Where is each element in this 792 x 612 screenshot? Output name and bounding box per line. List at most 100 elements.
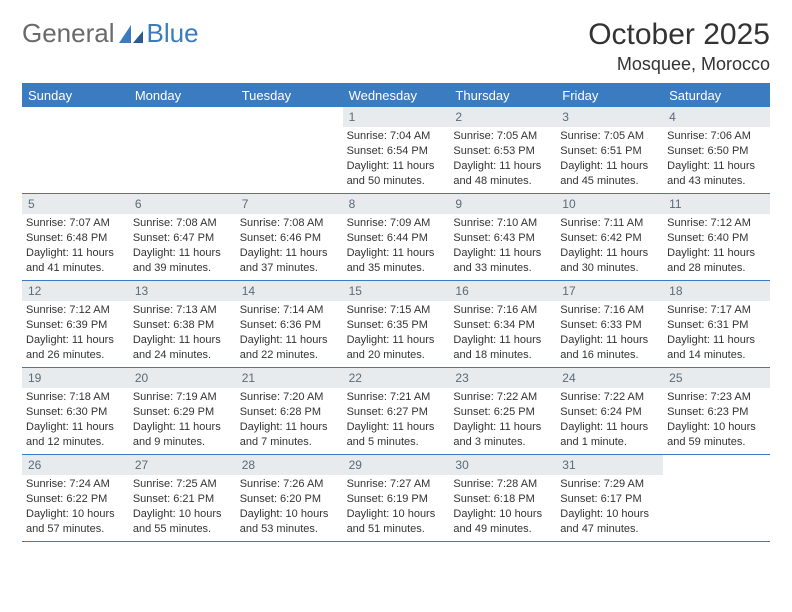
sunset-text: Sunset: 6:33 PM [560,318,659,333]
daylight-text-a: Daylight: 10 hours [347,507,446,522]
sunset-text: Sunset: 6:51 PM [560,144,659,159]
sunrise-text: Sunrise: 7:11 AM [560,216,659,231]
day-number: 20 [129,368,236,388]
sunset-text: Sunset: 6:43 PM [453,231,552,246]
sunrise-text: Sunrise: 7:24 AM [26,477,125,492]
day-cell: 17Sunrise: 7:16 AMSunset: 6:33 PMDayligh… [556,281,663,367]
day-cell: 15Sunrise: 7:15 AMSunset: 6:35 PMDayligh… [343,281,450,367]
day-body: Sunrise: 7:13 AMSunset: 6:38 PMDaylight:… [129,301,236,366]
sunset-text: Sunset: 6:34 PM [453,318,552,333]
daylight-text-b: and 3 minutes. [453,435,552,450]
sunset-text: Sunset: 6:40 PM [667,231,766,246]
daylight-text-b: and 30 minutes. [560,261,659,276]
day-cell: 21Sunrise: 7:20 AMSunset: 6:28 PMDayligh… [236,368,343,454]
day-body: Sunrise: 7:12 AMSunset: 6:40 PMDaylight:… [663,214,770,279]
daylight-text-b: and 45 minutes. [560,174,659,189]
weekday-label: Friday [556,84,663,107]
daylight-text-b: and 50 minutes. [347,174,446,189]
day-body: Sunrise: 7:21 AMSunset: 6:27 PMDaylight:… [343,388,450,453]
day-cell: 29Sunrise: 7:27 AMSunset: 6:19 PMDayligh… [343,455,450,541]
day-body: Sunrise: 7:11 AMSunset: 6:42 PMDaylight:… [556,214,663,279]
daylight-text-b: and 48 minutes. [453,174,552,189]
day-body: Sunrise: 7:16 AMSunset: 6:33 PMDaylight:… [556,301,663,366]
daylight-text-a: Daylight: 11 hours [347,159,446,174]
sunrise-text: Sunrise: 7:22 AM [453,390,552,405]
day-cell: 23Sunrise: 7:22 AMSunset: 6:25 PMDayligh… [449,368,556,454]
sunrise-text: Sunrise: 7:12 AM [26,303,125,318]
daylight-text-a: Daylight: 11 hours [26,246,125,261]
day-cell: 16Sunrise: 7:16 AMSunset: 6:34 PMDayligh… [449,281,556,367]
day-cell: 8Sunrise: 7:09 AMSunset: 6:44 PMDaylight… [343,194,450,280]
logo-sail-icon [117,23,145,45]
sunset-text: Sunset: 6:31 PM [667,318,766,333]
day-number: 14 [236,281,343,301]
daylight-text-a: Daylight: 11 hours [347,246,446,261]
day-body: Sunrise: 7:28 AMSunset: 6:18 PMDaylight:… [449,475,556,540]
day-cell: 9Sunrise: 7:10 AMSunset: 6:43 PMDaylight… [449,194,556,280]
day-cell [236,107,343,193]
day-cell: 10Sunrise: 7:11 AMSunset: 6:42 PMDayligh… [556,194,663,280]
day-cell: 26Sunrise: 7:24 AMSunset: 6:22 PMDayligh… [22,455,129,541]
sunset-text: Sunset: 6:47 PM [133,231,232,246]
sunrise-text: Sunrise: 7:27 AM [347,477,446,492]
sunset-text: Sunset: 6:53 PM [453,144,552,159]
sunrise-text: Sunrise: 7:13 AM [133,303,232,318]
daylight-text-b: and 49 minutes. [453,522,552,537]
day-body: Sunrise: 7:19 AMSunset: 6:29 PMDaylight:… [129,388,236,453]
title-block: October 2025 Mosquee, Morocco [588,18,770,75]
sunset-text: Sunset: 6:39 PM [26,318,125,333]
daylight-text-a: Daylight: 10 hours [560,507,659,522]
day-body: Sunrise: 7:16 AMSunset: 6:34 PMDaylight:… [449,301,556,366]
day-cell: 31Sunrise: 7:29 AMSunset: 6:17 PMDayligh… [556,455,663,541]
daylight-text-a: Daylight: 11 hours [560,333,659,348]
weekday-label: Thursday [449,84,556,107]
day-body: Sunrise: 7:08 AMSunset: 6:46 PMDaylight:… [236,214,343,279]
daylight-text-a: Daylight: 11 hours [560,246,659,261]
page-header: General Blue October 2025 Mosquee, Moroc… [22,18,770,75]
calendar-body: 1Sunrise: 7:04 AMSunset: 6:54 PMDaylight… [22,107,770,542]
day-cell: 22Sunrise: 7:21 AMSunset: 6:27 PMDayligh… [343,368,450,454]
daylight-text-a: Daylight: 11 hours [26,333,125,348]
day-number: 30 [449,455,556,475]
daylight-text-b: and 35 minutes. [347,261,446,276]
sunset-text: Sunset: 6:30 PM [26,405,125,420]
day-body: Sunrise: 7:05 AMSunset: 6:53 PMDaylight:… [449,127,556,192]
day-cell: 14Sunrise: 7:14 AMSunset: 6:36 PMDayligh… [236,281,343,367]
sunset-text: Sunset: 6:48 PM [26,231,125,246]
day-body: Sunrise: 7:05 AMSunset: 6:51 PMDaylight:… [556,127,663,192]
day-number: 3 [556,107,663,127]
day-number [129,107,236,111]
daylight-text-b: and 12 minutes. [26,435,125,450]
day-cell [129,107,236,193]
day-number: 13 [129,281,236,301]
daylight-text-b: and 9 minutes. [133,435,232,450]
weekday-label: Wednesday [343,84,450,107]
daylight-text-b: and 41 minutes. [26,261,125,276]
sunset-text: Sunset: 6:24 PM [560,405,659,420]
day-body: Sunrise: 7:20 AMSunset: 6:28 PMDaylight:… [236,388,343,453]
day-cell [22,107,129,193]
day-body: Sunrise: 7:24 AMSunset: 6:22 PMDaylight:… [22,475,129,540]
daylight-text-b: and 5 minutes. [347,435,446,450]
sunrise-text: Sunrise: 7:22 AM [560,390,659,405]
sunrise-text: Sunrise: 7:05 AM [560,129,659,144]
sunrise-text: Sunrise: 7:14 AM [240,303,339,318]
day-cell: 28Sunrise: 7:26 AMSunset: 6:20 PMDayligh… [236,455,343,541]
daylight-text-b: and 24 minutes. [133,348,232,363]
daylight-text-b: and 39 minutes. [133,261,232,276]
day-number: 2 [449,107,556,127]
day-number: 8 [343,194,450,214]
day-body: Sunrise: 7:06 AMSunset: 6:50 PMDaylight:… [663,127,770,192]
daylight-text-a: Daylight: 10 hours [133,507,232,522]
day-body: Sunrise: 7:14 AMSunset: 6:36 PMDaylight:… [236,301,343,366]
daylight-text-a: Daylight: 11 hours [453,333,552,348]
day-number: 4 [663,107,770,127]
day-number: 18 [663,281,770,301]
sunset-text: Sunset: 6:20 PM [240,492,339,507]
day-number: 25 [663,368,770,388]
day-body: Sunrise: 7:07 AMSunset: 6:48 PMDaylight:… [22,214,129,279]
daylight-text-b: and 55 minutes. [133,522,232,537]
sunrise-text: Sunrise: 7:29 AM [560,477,659,492]
sunrise-text: Sunrise: 7:15 AM [347,303,446,318]
day-cell: 11Sunrise: 7:12 AMSunset: 6:40 PMDayligh… [663,194,770,280]
